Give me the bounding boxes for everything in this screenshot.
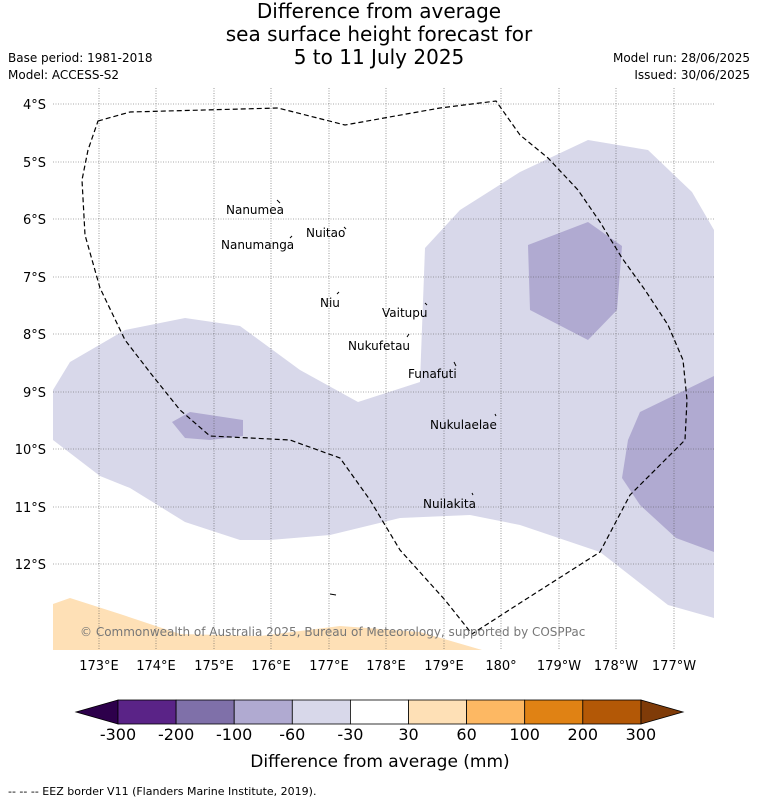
colorbar-box — [117, 699, 177, 725]
colorbar-tick-label: 30 — [398, 725, 418, 744]
colorbar-box — [349, 699, 409, 725]
lon-label: 180° — [485, 659, 516, 674]
lat-label: 6°S — [23, 213, 46, 228]
colorbar-tick-label: -300 — [100, 725, 136, 744]
map-title: Difference from average sea surface heig… — [0, 0, 758, 69]
lat-label: 9°S — [23, 386, 46, 401]
anomaly-region-medium-1 — [528, 222, 622, 340]
island-label-nukulaelae: Nukulaelae — [430, 418, 497, 432]
title-line-2: sea surface height forecast for — [225, 22, 533, 46]
colorbar-box — [175, 699, 235, 725]
lon-label: 178°W — [594, 659, 638, 674]
lat-label: 10°S — [15, 443, 46, 458]
colorbar-tick-label: 200 — [568, 725, 599, 744]
colorbar-box — [582, 699, 642, 725]
island-label-nuitao: Nuitao — [306, 226, 345, 240]
colorbar-box — [466, 699, 526, 725]
map-area — [53, 140, 714, 650]
lon-label: 179°W — [537, 659, 581, 674]
colorbar-box — [291, 699, 351, 725]
colorbar-box — [408, 699, 467, 725]
model-name: Model: ACCESS-S2 — [8, 68, 120, 82]
island-label-nanumea: Nanumea — [226, 203, 284, 217]
lat-labels: 4°S 5°S 6°S 7°S 8°S 9°S 10°S 11°S 12°S — [15, 98, 46, 573]
lat-label: 12°S — [15, 558, 46, 573]
colorbar-ticks: -300 -200 -100 -60 -30 30 60 100 200 300 — [100, 725, 656, 744]
base-period: Base period: 1981-2018 — [8, 51, 153, 65]
eez-border — [81, 100, 688, 635]
colorbar-label: Difference from average (mm) — [250, 752, 509, 772]
colorbar-box — [233, 699, 293, 725]
lon-label: 173°E — [79, 659, 119, 674]
title-line-3: 5 to 11 July 2025 — [293, 45, 465, 69]
colorbar-end-high — [640, 699, 685, 725]
anomaly-region-medium-2 — [622, 376, 714, 552]
lat-label: 11°S — [15, 501, 46, 516]
meta-left: Base period: 1981-2018 Model: ACCESS-S2 — [8, 50, 153, 84]
colorbar-tick-label: -60 — [279, 725, 305, 744]
model-run: Model run: 28/06/2025 — [612, 51, 750, 65]
copyright-notice: © Commonwealth of Australia 2025, Bureau… — [80, 625, 585, 639]
colorbar-tick-label: -200 — [158, 725, 194, 744]
gridlines — [53, 88, 714, 650]
colorbar-tick-label: -100 — [216, 725, 252, 744]
lon-label: 179°E — [424, 659, 464, 674]
anomaly-region-light — [53, 140, 714, 618]
colorbar-end-low — [74, 699, 119, 725]
colorbar: -300 -200 -100 -60 -30 30 60 100 200 300 Differen… — [74, 699, 685, 772]
lon-labels: 173°E 174°E 175°E 176°E 177°E 178°E 179°… — [79, 659, 696, 674]
colorbar-tick-label: -30 — [337, 725, 363, 744]
lon-label: 175°E — [194, 659, 234, 674]
anomaly-region-positive — [53, 598, 482, 650]
lon-label: 178°E — [366, 659, 406, 674]
title-line-1: Difference from average — [256, 0, 502, 23]
colorbar-box — [524, 699, 584, 725]
island-label-nukufetau: Nukufetau — [348, 339, 410, 353]
island-label-niu: Niu — [320, 296, 340, 310]
lat-label: 4°S — [23, 98, 46, 113]
lon-label: 176°E — [251, 659, 291, 674]
colorbar-boxes — [117, 699, 642, 725]
lat-label: 7°S — [23, 271, 46, 286]
island-label-nanumanga: Nanumanga — [221, 238, 294, 252]
lat-label: 5°S — [23, 156, 46, 171]
issued-date: Issued: 30/06/2025 — [634, 68, 750, 82]
lon-label: 177°W — [652, 659, 696, 674]
colorbar-tick-label: 100 — [509, 725, 540, 744]
island-label-funafuti: Funafuti — [408, 367, 457, 381]
lon-label: 177°E — [309, 659, 349, 674]
island-label-nuilakita: Nuilakita — [423, 497, 476, 511]
eez-footnote: -- -- -- EEZ border V11 (Flanders Marine… — [8, 785, 317, 798]
lon-label: 174°E — [136, 659, 176, 674]
lat-label: 8°S — [23, 328, 46, 343]
island-label-vaitupu: Vaitupu — [382, 306, 428, 320]
meta-right: Model run: 28/06/2025 Issued: 30/06/2025 — [613, 50, 750, 84]
colorbar-tick-label: 60 — [456, 725, 476, 744]
colorbar-tick-label: 300 — [626, 725, 657, 744]
island-markers — [276, 199, 497, 596]
